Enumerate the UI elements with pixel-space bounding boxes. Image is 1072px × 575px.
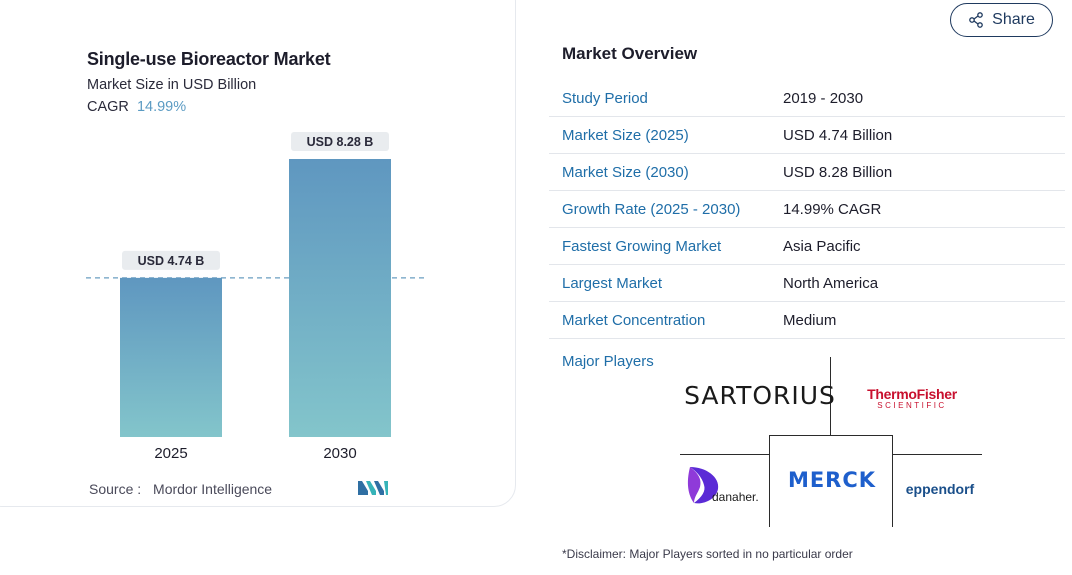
data-label-2030: USD 8.28 B: [307, 135, 374, 149]
danaher-logo[interactable]: danaher.: [686, 465, 764, 509]
overview-row: Fastest Growing Market Asia Pacific: [549, 228, 1065, 265]
overview-row: Market Size (2030) USD 8.28 Billion: [549, 154, 1065, 191]
share-button[interactable]: Share: [950, 3, 1053, 37]
overview-row-value: USD 4.74 Billion: [783, 126, 893, 144]
danaher-logo-text: danaher.: [712, 490, 759, 504]
bar-2025: [120, 277, 222, 437]
overview-row-value: USD 8.28 Billion: [783, 163, 893, 181]
source-value: Mordor Intelligence: [153, 481, 273, 497]
chart-card: [0, 0, 516, 507]
eppendorf-logo[interactable]: eppendorf: [905, 481, 975, 497]
overview-title: Market Overview: [562, 44, 698, 63]
overview-row-label[interactable]: Growth Rate (2025 - 2030): [562, 200, 741, 218]
x-tick-label-2025: 2025: [154, 445, 187, 462]
bar-chart: USD 4.74 B 2025 USD 8.28 B 2030: [86, 132, 428, 462]
overview-row-label[interactable]: Market Size (2030): [562, 163, 689, 181]
overview-row-value: Medium: [783, 311, 837, 329]
source-line: Source : Mordor Intelligence: [89, 481, 272, 497]
data-label-bg-2030: [291, 132, 389, 151]
cagr-label: CAGR: [87, 99, 129, 115]
overview-row: Market Concentration Medium: [549, 302, 1065, 339]
overview-row-label[interactable]: Market Concentration: [562, 311, 706, 329]
overview-row-label[interactable]: Study Period: [562, 89, 648, 107]
overview-table: Study Period 2019 - 2030 Market Size (20…: [549, 80, 1065, 339]
share-icon: [969, 12, 983, 28]
source-label: Source :: [89, 481, 142, 497]
overview-row-label[interactable]: Fastest Growing Market: [562, 237, 722, 255]
sartorius-logo[interactable]: SARTORIUS: [684, 380, 836, 410]
danaher-mark-icon: [687, 467, 719, 504]
mordor-intelligence-logo: [358, 481, 388, 495]
share-label: Share: [992, 11, 1035, 28]
thermo-fisher-logo[interactable]: ThermoFisher SCIENTIFIC: [862, 383, 962, 413]
cagr-value: 14.99%: [136, 99, 187, 115]
chart-title: Single-use Bioreactor Market: [87, 49, 331, 69]
overview-row-value: 2019 - 2030: [783, 89, 864, 107]
overview-row-value: Asia Pacific: [783, 237, 861, 255]
chart-subtitle: Market Size in USD Billion: [87, 77, 257, 93]
overview-row-value: North America: [783, 274, 879, 292]
overview-row: Study Period 2019 - 2030: [549, 80, 1065, 117]
thermo-fisher-logo-sub: SCIENTIFIC: [877, 400, 947, 410]
overview-row: Market Size (2025) USD 4.74 Billion: [549, 117, 1065, 154]
overview-row-value: 14.99% CAGR: [783, 200, 882, 218]
data-label-bg-2025: [122, 250, 220, 270]
cagr-row: CAGR 14.99%: [87, 99, 186, 115]
merck-logo[interactable]: MERCK: [787, 468, 877, 492]
disclaimer: *Disclaimer: Major Players sorted in no …: [562, 547, 853, 561]
overview-row: Growth Rate (2025 - 2030) 14.99% CAGR: [549, 191, 1065, 228]
thermo-fisher-logo-name: ThermoFisher: [867, 385, 957, 402]
overview-row: Largest Market North America: [549, 265, 1065, 302]
major-players-grid: SARTORIUS ThermoFisher SCIENTIFIC MERCK …: [680, 355, 982, 527]
data-label-2025: USD 4.74 B: [138, 254, 205, 268]
overview-row-label[interactable]: Largest Market: [562, 274, 663, 292]
overview-row-label[interactable]: Market Size (2025): [562, 126, 689, 144]
bar-2030: [289, 159, 391, 437]
x-tick-label-2030: 2030: [323, 445, 356, 462]
major-players-label[interactable]: Major Players: [562, 353, 654, 370]
